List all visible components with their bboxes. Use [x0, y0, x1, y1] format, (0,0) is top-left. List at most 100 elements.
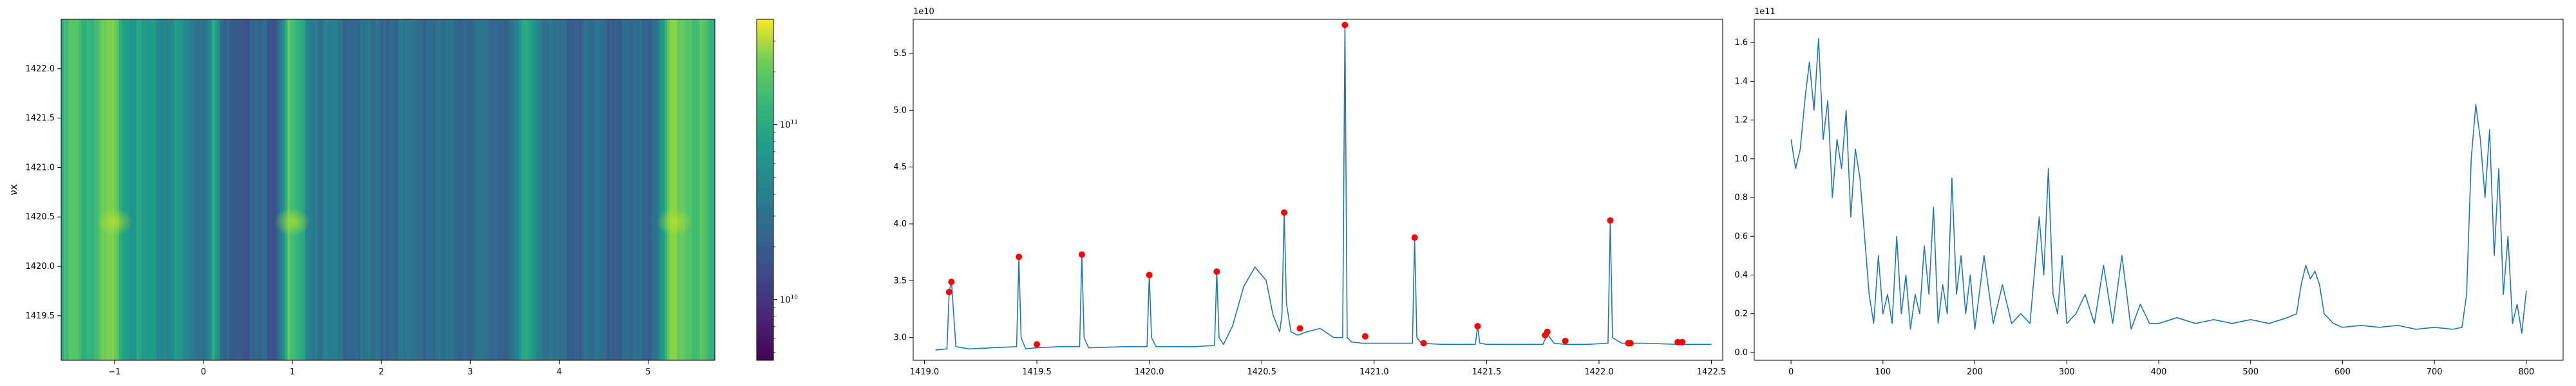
heatmap-column	[712, 19, 715, 360]
heatmap-column	[694, 19, 698, 360]
heatmap-column	[584, 19, 587, 360]
heatmap-column	[710, 19, 713, 360]
heatmap-column	[335, 19, 339, 360]
heatmap-column	[430, 19, 434, 360]
heatmap-column	[418, 19, 421, 360]
heatmap-column	[187, 19, 190, 360]
heatmap-column	[375, 19, 379, 360]
heatmap-column	[529, 19, 532, 360]
heatmap-column	[446, 19, 449, 360]
heatmap-column	[106, 19, 109, 360]
heatmap-column	[644, 19, 648, 360]
heatmap-y-tick-label: 1422.0	[26, 64, 55, 74]
heatmap-column	[345, 19, 348, 360]
heatmap-column	[518, 19, 522, 360]
spectrum-y-tick-label: 5.0	[893, 106, 907, 115]
heatmap-column	[224, 19, 228, 360]
heatmap-column	[538, 19, 542, 360]
heatmap-column	[330, 19, 334, 360]
heatmap-column	[478, 19, 482, 360]
heatmap-column	[368, 19, 371, 360]
heatmap-column	[393, 19, 396, 360]
series-x-tick-label: 400	[2151, 367, 2167, 377]
heatmap-column	[699, 19, 703, 360]
heatmap-column	[61, 19, 64, 360]
heatmap-column	[702, 19, 705, 360]
heatmap-column	[531, 19, 535, 360]
heatmap-column	[526, 19, 529, 360]
heatmap-column	[323, 19, 326, 360]
heatmap-column	[408, 19, 412, 360]
heatmap-column	[401, 19, 404, 360]
heatmap-column	[149, 19, 153, 360]
spectrum-peak-marker	[1361, 333, 1368, 340]
heatmap-column	[571, 19, 574, 360]
heatmap-column	[632, 19, 635, 360]
heatmap-column	[350, 19, 354, 360]
heatmap-column	[104, 19, 107, 360]
heatmap-column	[488, 19, 492, 360]
spectrum-x-tick-label: 1421.5	[1472, 367, 1502, 377]
heatmap-column	[242, 19, 245, 360]
heatmap-column	[697, 19, 701, 360]
heatmap-column	[312, 19, 316, 360]
heatmap-column	[549, 19, 552, 360]
heatmap-column	[627, 19, 630, 360]
heatmap-column	[209, 19, 213, 360]
heatmap-column	[66, 19, 70, 360]
heatmap-column	[164, 19, 167, 360]
heatmap-column	[219, 19, 223, 360]
spectrum-x-tick-label: 1420.0	[1135, 367, 1164, 377]
heatmap-column	[687, 19, 690, 360]
heatmap-column	[556, 19, 560, 360]
heatmap-column	[109, 19, 112, 360]
heatmap-column	[428, 19, 431, 360]
heatmap-column	[129, 19, 132, 360]
heatmap-column	[388, 19, 392, 360]
heatmap-column	[343, 19, 346, 360]
heatmap-column	[705, 19, 708, 360]
heatmap-column	[624, 19, 627, 360]
heatmap-column	[317, 19, 321, 360]
heatmap-column	[463, 19, 467, 360]
heatmap-column	[244, 19, 248, 360]
spectrum-x-tick-label: 1421.0	[1359, 367, 1389, 377]
colorbar-tick-label: 1011	[780, 120, 798, 131]
heatmap-column	[566, 19, 570, 360]
heatmap-column	[154, 19, 157, 360]
heatmap-column	[144, 19, 147, 360]
heatmap-column	[252, 19, 256, 360]
heatmap-column	[337, 19, 341, 360]
heatmap-column	[516, 19, 520, 360]
heatmap-column	[496, 19, 499, 360]
heatmap-column	[536, 19, 540, 360]
heatmap-column	[601, 19, 605, 360]
heatmap-column	[260, 19, 263, 360]
heatmap-column	[126, 19, 130, 360]
heatmap-y-tick-label: 1419.5	[26, 311, 55, 321]
heatmap-column	[307, 19, 311, 360]
heatmap-column	[541, 19, 545, 360]
heatmap-column	[453, 19, 457, 360]
heatmap-column	[689, 19, 693, 360]
heatmap-column	[71, 19, 75, 360]
heatmap-frame	[61, 19, 715, 361]
heatmap-column	[652, 19, 655, 360]
colorbar-tick-label: 1010	[780, 295, 798, 306]
spectrum-peak-marker	[1341, 21, 1349, 28]
heatmap-column	[682, 19, 685, 360]
heatmap-column	[327, 19, 331, 360]
heatmap-x-tick-label: 4	[556, 367, 562, 377]
heatmap-column	[415, 19, 419, 360]
heatmap-x-tick-label: −1	[108, 367, 120, 377]
heatmap-column	[546, 19, 549, 360]
heatmap-column	[174, 19, 178, 360]
heatmap-column	[86, 19, 90, 360]
heatmap-column	[483, 19, 487, 360]
heatmap-column	[373, 19, 376, 360]
spectrum-x-ticks: 1419.0 1419.5 1420.0 1420.5 1421.0 1421.5 1422…	[910, 360, 1726, 377]
series-x-tick-label: 800	[2518, 367, 2534, 377]
heatmap-column	[677, 19, 680, 360]
series-y-tick-label: 1.2	[1734, 116, 1748, 125]
spectrum-peak-marker	[1474, 323, 1481, 329]
